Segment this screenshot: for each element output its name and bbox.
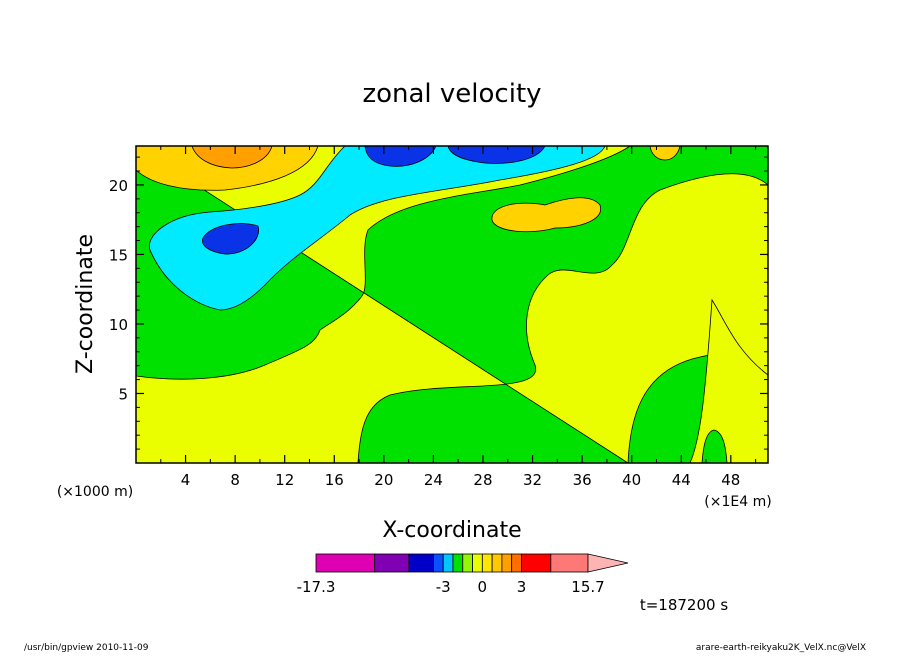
green-region (136, 146, 768, 463)
contour-field (136, 146, 768, 463)
gold-region (649, 146, 681, 161)
orange-region (191, 146, 273, 169)
colorbar-segment (433, 553, 444, 573)
y-axis-ticks: 5 10 15 20 (109, 156, 768, 450)
colorbar-segment (501, 553, 513, 573)
colorbar-segment (452, 553, 464, 573)
y-tick-label: 10 (109, 316, 128, 334)
x-tick-label: 36 (573, 471, 592, 489)
colorbar-segment (315, 553, 376, 573)
chart-title: zonal velocity (362, 79, 541, 109)
colorbar-tick-label: -17.3 (297, 578, 336, 596)
y-tick-label: 5 (118, 385, 128, 403)
colorbar-segment (408, 553, 434, 573)
x-tick-label: 4 (181, 471, 191, 489)
colorbar (315, 553, 629, 573)
x-tick-label: 16 (325, 471, 344, 489)
footer-right: arare-earth-reikyaku2K_VelX.nc@VelX (696, 643, 866, 653)
colorbar-segment (374, 553, 410, 573)
y-tick-label: 20 (109, 177, 128, 195)
blue-region (447, 146, 546, 164)
colorbar-extend-triangle (587, 553, 629, 573)
colorbar-tick-label: 0 (478, 578, 488, 596)
x-axis-label: X-coordinate (382, 518, 521, 543)
colorbar-tick-label: -3 (436, 578, 451, 596)
blue-region (202, 223, 259, 255)
x-tick-label: 28 (473, 471, 492, 489)
y-tick-label: 15 (109, 246, 128, 264)
x-unit-label: (×1E4 m) (704, 494, 771, 510)
colorbar-tick-label: 3 (517, 578, 527, 596)
colorbar-segment (521, 553, 552, 573)
colorbar-segment (442, 553, 454, 573)
x-tick-label: 24 (424, 471, 443, 489)
y-axis-label: Z-coordinate (73, 234, 98, 374)
plot-frame (135, 145, 769, 464)
y-unit-label: (×1000 m) (57, 484, 133, 500)
colorbar-segment (462, 553, 473, 573)
gold-region (136, 146, 319, 191)
blue-region (364, 146, 437, 167)
colorbar-segment (511, 553, 522, 573)
x-tick-label: 8 (230, 471, 240, 489)
colorbar-segment (472, 553, 483, 573)
x-tick-label: 32 (523, 471, 542, 489)
x-tick-label: 20 (374, 471, 393, 489)
colorbar-segment (550, 553, 589, 573)
time-annotation: t=187200 s (640, 596, 728, 614)
cyan-region (148, 146, 606, 311)
yellow-region (689, 298, 768, 463)
x-tick-label: 40 (622, 471, 641, 489)
colorbar-tick-label: 15.7 (571, 578, 604, 596)
footer-left: /usr/bin/gpview 2010-11-09 (24, 643, 149, 653)
colorbar-segment (481, 553, 493, 573)
green-region (701, 429, 728, 463)
colorbar-ticks: -17.3 -3 0 3 15.7 (297, 578, 605, 596)
x-tick-label: 12 (275, 471, 294, 489)
gold-region (491, 197, 601, 233)
x-tick-label: 44 (672, 471, 691, 489)
colorbar-segment (491, 553, 503, 573)
x-axis-ticks: 4 8 12 16 20 24 28 32 36 40 44 48 (160, 146, 757, 489)
x-tick-label: 48 (721, 471, 740, 489)
